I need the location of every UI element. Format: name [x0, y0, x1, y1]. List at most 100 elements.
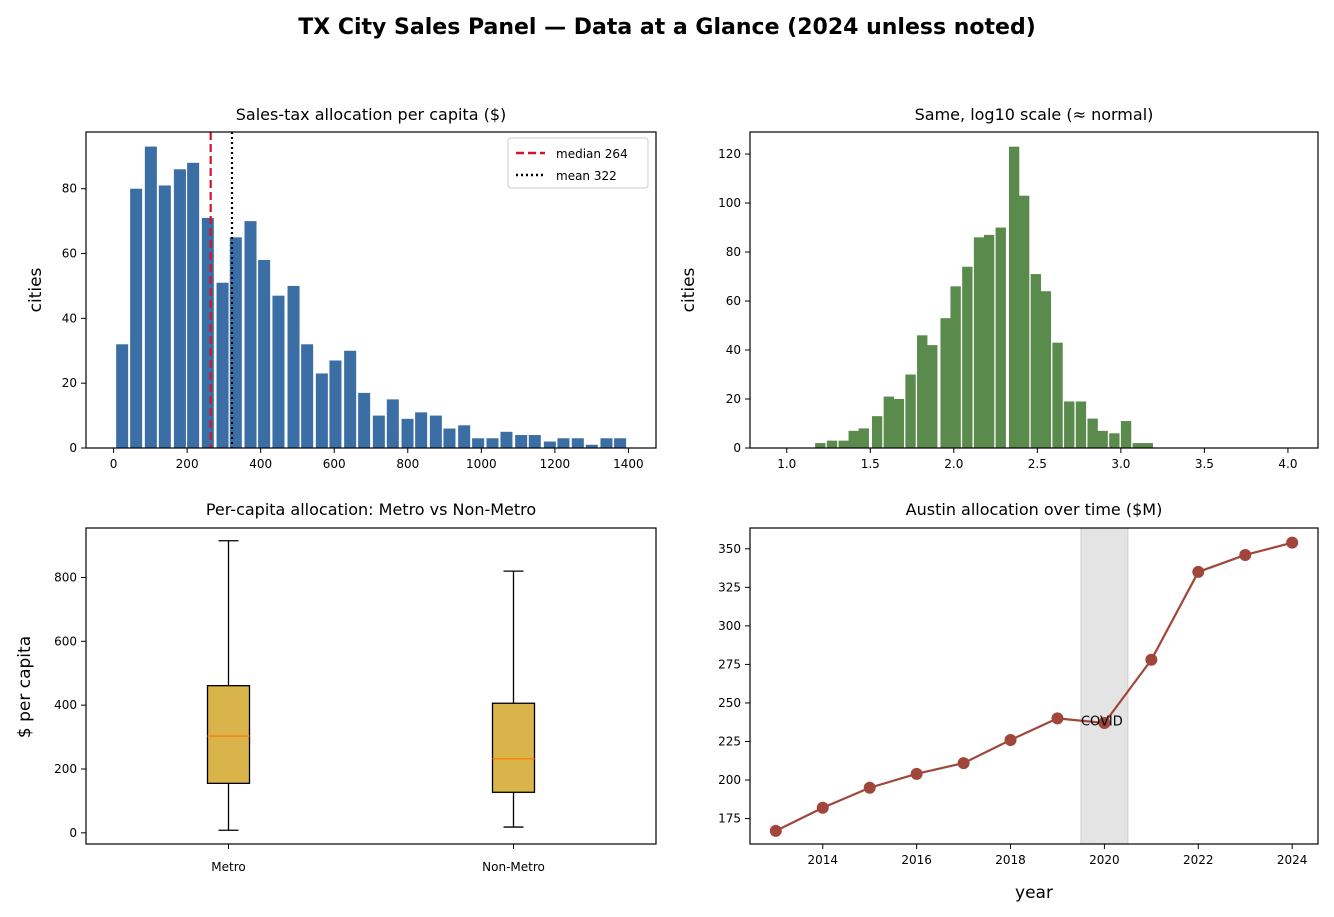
austin-data-point — [1051, 712, 1064, 725]
histogram-bar — [858, 428, 869, 448]
panel4-xtick-label: 2020 — [1089, 853, 1120, 867]
panel3-ytick-label: 600 — [54, 634, 77, 648]
panel4-xtick-label: 2016 — [901, 853, 932, 867]
panel4-ytick-label: 200 — [718, 773, 741, 787]
panel2-xtick-label: 1.5 — [861, 457, 880, 471]
histogram-bar — [1109, 433, 1120, 448]
panel1-frame — [85, 131, 657, 449]
panel3-frame — [85, 527, 657, 845]
panel4-ytick-label: 275 — [718, 657, 741, 671]
austin-data-point — [769, 824, 782, 837]
histogram-bar — [1018, 195, 1030, 448]
panel3-ytick-label: 400 — [54, 698, 77, 712]
histogram-bar — [893, 399, 905, 448]
panel1-xtick-label: 1000 — [466, 457, 497, 471]
histogram-bar — [315, 373, 328, 448]
histogram-bar — [144, 146, 157, 449]
histogram-bar — [600, 438, 613, 448]
panel1-title: Sales-tax allocation per capita ($) — [236, 105, 507, 124]
figure-title: TX City Sales Panel — Data at a Glance (… — [298, 15, 1036, 40]
panel1-y-ticks: 0 20 40 60 80 — [62, 182, 86, 455]
histogram-bar — [1120, 421, 1132, 448]
panel1-xtick-label: 800 — [396, 457, 419, 471]
histogram-bar — [927, 345, 938, 448]
panel4-x-ticks: 2014 2016 2018 2020 2022 2024 — [807, 844, 1307, 867]
panel4-frame — [749, 527, 1319, 845]
histogram-bar — [216, 282, 229, 448]
panel1-xtick-label: 1400 — [613, 457, 644, 471]
panel2-title: Same, log10 scale (≈ normal) — [915, 105, 1154, 124]
histogram-bar — [329, 360, 342, 448]
panel1-xtick-label: 400 — [249, 457, 272, 471]
panel2-ytick-label: 100 — [718, 196, 741, 210]
histogram-bar — [116, 344, 129, 448]
histogram-bar — [815, 443, 826, 448]
histogram-bar — [1052, 342, 1063, 448]
panel4-title: Austin allocation over time ($M) — [906, 500, 1163, 519]
panel4-series — [769, 536, 1299, 837]
panel1-legend: median 264 mean 322 — [507, 137, 649, 189]
histogram-bar — [950, 286, 961, 448]
austin-data-point — [1286, 536, 1299, 549]
austin-data-point — [1004, 733, 1017, 746]
histogram-bar — [401, 418, 414, 448]
panel-metro-boxplot: Per-capita allocation: Metro vs Non-Metr… — [15, 500, 657, 874]
histogram-bar — [515, 435, 528, 448]
austin-data-point — [1192, 565, 1205, 578]
panel2-y-axis-label: cities — [679, 267, 699, 312]
histogram-bar — [358, 392, 371, 448]
covid-shaded-span — [1080, 527, 1129, 845]
histogram-bar — [258, 260, 271, 448]
panel2-frame — [749, 131, 1319, 449]
panel2-ytick-label: 80 — [726, 245, 741, 259]
legend-mean-label: mean 322 — [556, 169, 617, 183]
panel1-ytick-label: 80 — [62, 182, 77, 196]
histogram-bar — [458, 425, 471, 448]
histogram-bar — [1040, 291, 1052, 448]
panel3-ytick-label: 0 — [69, 826, 77, 840]
histogram-bar — [528, 435, 541, 448]
panel-per-capita-histogram: Sales-tax allocation per capita ($) 0 200… — [26, 105, 657, 471]
histogram-bar — [287, 285, 300, 448]
histogram-bar — [344, 350, 357, 448]
austin-data-point — [1145, 653, 1158, 666]
panel4-ytick-label: 175 — [718, 812, 741, 826]
histogram-bar — [1064, 401, 1075, 448]
histogram-bar — [1142, 443, 1153, 448]
panel1-y-axis-label: cities — [26, 267, 46, 312]
panel2-ytick-label: 120 — [718, 147, 741, 161]
panel4-ytick-label: 225 — [718, 734, 741, 748]
panel1-xtick-label: 200 — [176, 457, 199, 471]
histogram-bar — [229, 237, 242, 448]
histogram-bar — [244, 221, 257, 448]
histogram-bar — [883, 396, 895, 448]
panel1-xtick-label: 600 — [323, 457, 346, 471]
histogram-bar — [848, 430, 859, 448]
panel3-ytick-label: 800 — [54, 570, 77, 584]
panel2-xtick-label: 2.5 — [1028, 457, 1047, 471]
histogram-bar — [571, 438, 584, 448]
histogram-bar — [187, 162, 200, 449]
box-iqr — [206, 685, 251, 785]
histogram-bar — [614, 438, 627, 448]
panel2-xtick-label: 1.0 — [777, 457, 796, 471]
panel4-ytick-label: 250 — [718, 696, 741, 710]
panel1-ytick-label: 40 — [62, 311, 77, 325]
austin-data-point — [1098, 716, 1111, 729]
histogram-bar — [486, 438, 499, 448]
panel2-ytick-label: 40 — [726, 343, 741, 357]
panel4-xtick-label: 2018 — [995, 853, 1026, 867]
panel3-xtick-label: Metro — [211, 860, 245, 874]
panel1-xtick-label: 1200 — [540, 457, 571, 471]
histogram-bar — [500, 431, 513, 448]
histogram-bar — [826, 440, 838, 448]
histogram-bar — [1008, 146, 1020, 448]
histogram-bar — [905, 374, 916, 448]
histogram-bar — [940, 318, 951, 448]
histogram-bar — [272, 295, 285, 448]
histogram-bar — [1097, 430, 1108, 448]
histogram-bar — [372, 415, 385, 448]
legend-median-label: median 264 — [556, 147, 628, 161]
panel1-xtick-label: 0 — [110, 457, 118, 471]
